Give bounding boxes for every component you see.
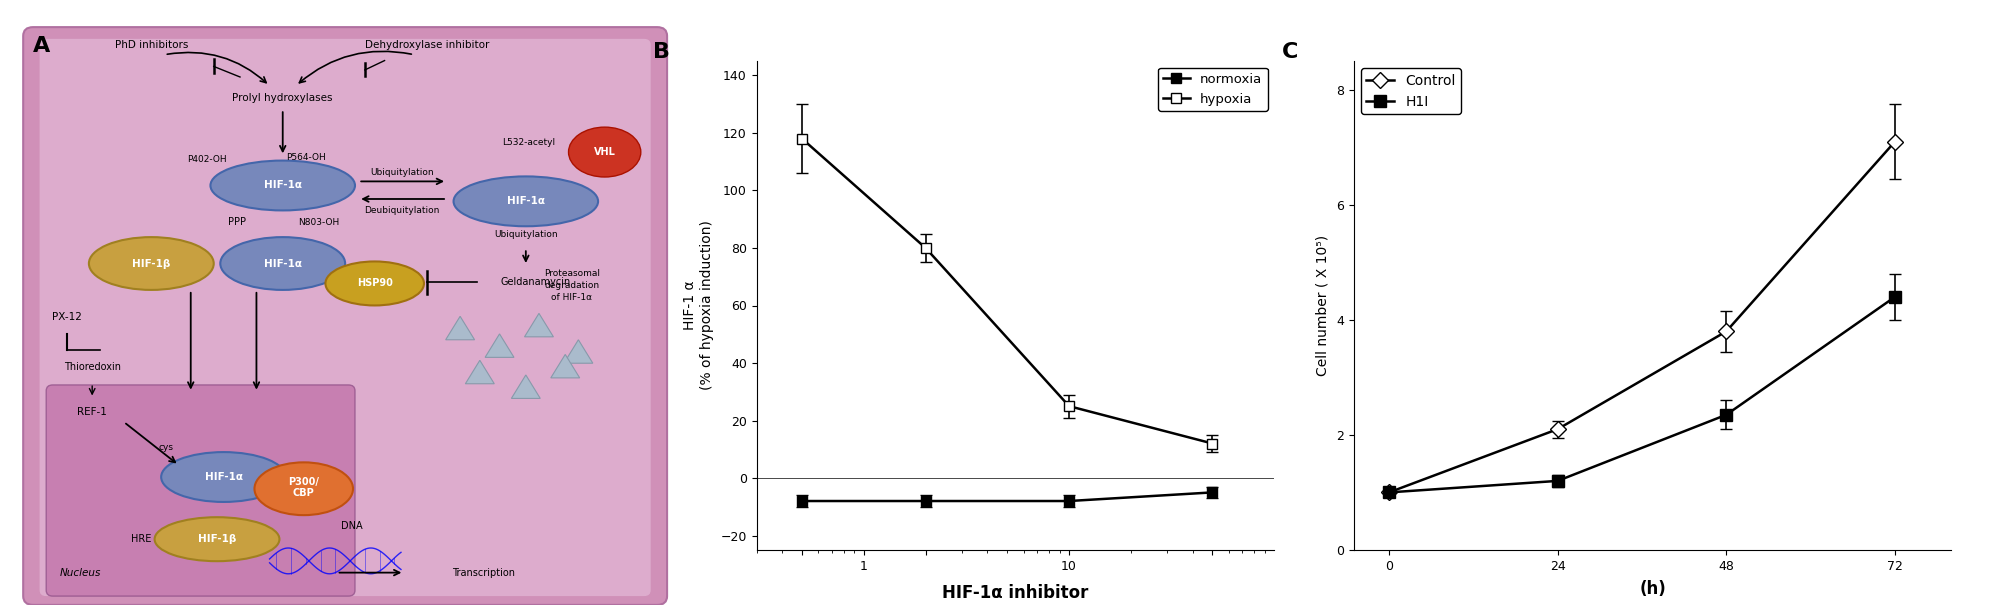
Text: HIF-1α: HIF-1α xyxy=(508,196,546,207)
Y-axis label: Cell number ( X 10⁵): Cell number ( X 10⁵) xyxy=(1316,235,1330,376)
Text: PPP: PPP xyxy=(227,218,245,227)
Text: Prolyl hydroxylases: Prolyl hydroxylases xyxy=(233,92,332,103)
Ellipse shape xyxy=(161,452,287,502)
Text: HIF-1α: HIF-1α xyxy=(205,472,243,482)
Text: B: B xyxy=(653,42,671,62)
X-axis label: (h): (h) xyxy=(1639,580,1666,598)
Text: PhD inhibitors: PhD inhibitors xyxy=(115,40,187,49)
Ellipse shape xyxy=(221,237,344,290)
Polygon shape xyxy=(466,360,494,384)
Text: cys: cys xyxy=(157,443,173,452)
Ellipse shape xyxy=(211,161,354,210)
Ellipse shape xyxy=(255,463,352,515)
Text: Deubiquitylation: Deubiquitylation xyxy=(364,207,440,215)
Text: HRE: HRE xyxy=(131,534,151,544)
Text: Proteasomal
degradation
of HIF-1α: Proteasomal degradation of HIF-1α xyxy=(544,269,599,301)
Text: HSP90: HSP90 xyxy=(356,279,392,288)
FancyBboxPatch shape xyxy=(46,385,354,596)
Ellipse shape xyxy=(454,177,597,226)
Text: HIF-1β: HIF-1β xyxy=(197,534,237,544)
Text: Dehydroxylase inhibitor: Dehydroxylase inhibitor xyxy=(364,40,490,49)
Polygon shape xyxy=(446,316,474,340)
FancyBboxPatch shape xyxy=(24,27,667,605)
Text: C: C xyxy=(1282,42,1298,62)
Text: DNA: DNA xyxy=(340,521,362,531)
Text: N803-OH: N803-OH xyxy=(299,218,340,227)
Polygon shape xyxy=(524,313,553,337)
Text: L532-acetyl: L532-acetyl xyxy=(502,138,555,147)
Text: Ubiquitylation: Ubiquitylation xyxy=(370,167,434,177)
Ellipse shape xyxy=(569,127,641,177)
Text: REF-1: REF-1 xyxy=(78,408,108,417)
Legend: Control, H1I: Control, H1I xyxy=(1360,68,1461,114)
Ellipse shape xyxy=(325,262,424,306)
Polygon shape xyxy=(486,334,514,357)
Text: Ubiquitylation: Ubiquitylation xyxy=(494,230,557,239)
Text: HIF-1β: HIF-1β xyxy=(131,258,171,268)
Text: HIF-1α: HIF-1α xyxy=(263,258,303,268)
Text: Geldanamycin: Geldanamycin xyxy=(500,277,571,287)
Text: HIF-1α: HIF-1α xyxy=(263,180,303,191)
Polygon shape xyxy=(552,354,579,378)
Text: Transcription: Transcription xyxy=(452,568,514,577)
Text: Nucleus: Nucleus xyxy=(60,568,102,577)
Ellipse shape xyxy=(90,237,213,290)
Polygon shape xyxy=(512,375,540,398)
Text: PX-12: PX-12 xyxy=(52,312,82,323)
Text: Thioredoxin: Thioredoxin xyxy=(64,362,121,372)
Text: P564-OH: P564-OH xyxy=(287,153,327,163)
FancyBboxPatch shape xyxy=(40,39,651,596)
Legend: normoxia, hypoxia: normoxia, hypoxia xyxy=(1159,68,1268,111)
Text: P402-OH: P402-OH xyxy=(187,155,227,164)
Ellipse shape xyxy=(155,517,279,561)
Y-axis label: HIF-1 α
(% of hypoxia induction): HIF-1 α (% of hypoxia induction) xyxy=(683,221,713,390)
X-axis label: HIF-1α inhibitor: HIF-1α inhibitor xyxy=(942,584,1089,602)
Polygon shape xyxy=(563,340,593,363)
Text: P300/
CBP: P300/ CBP xyxy=(289,477,319,499)
Text: VHL: VHL xyxy=(593,147,615,157)
Text: A: A xyxy=(34,36,50,56)
